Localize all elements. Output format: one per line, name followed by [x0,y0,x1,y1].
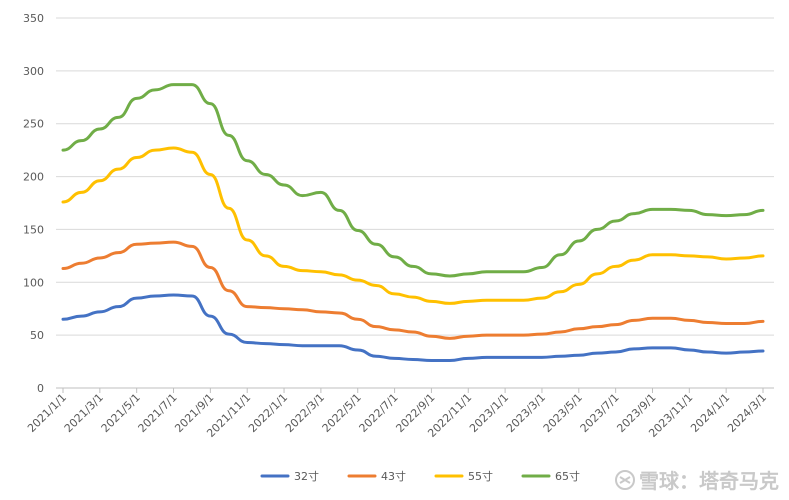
watermark-text: 雪球：塔奇马克 [639,469,779,493]
snowball-logo-icon [615,469,635,490]
x-tick-label: 2024/3/1 [725,391,769,435]
y-axis-ticks: 0 50 100 150 200 250 300 350 [23,12,44,395]
x-tick-label: 2021/5/1 [99,391,143,435]
y-tick-label: 0 [37,382,44,395]
y-tick-label: 200 [23,171,44,184]
legend-label: 55寸 [468,469,493,483]
legend-label: 32寸 [294,469,319,483]
x-tick-label: 2021/3/1 [62,391,106,435]
legend-label: 65寸 [555,469,580,483]
x-axis-ticks: 2021/1/12021/3/12021/5/12021/7/12021/9/1… [25,388,769,440]
y-tick-label: 100 [23,276,44,289]
legend-label: 43寸 [381,469,406,483]
x-tick-label: 2024/1/1 [688,391,732,435]
y-tick-label: 300 [23,65,44,78]
grid-lines [56,17,774,336]
x-tick-label: 2021/1/1 [25,391,69,435]
series-line-1 [61,293,765,363]
y-tick-label: 150 [23,223,44,236]
series-line-3 [61,146,765,305]
series-line-2 [61,240,765,340]
y-tick-label: 50 [30,329,44,342]
series-lines [61,83,765,363]
x-tick-label: 2022/5/1 [320,391,364,435]
watermark: 雪球：塔奇马克 [615,465,779,494]
x-tick-label: 2021/7/1 [136,391,180,435]
x-tick-label: 2022/3/1 [283,391,327,435]
legend: 32寸 43寸 55寸 65寸 [260,469,580,483]
x-tick-label: 2022/1/1 [246,391,290,435]
y-tick-label: 350 [23,12,44,25]
y-tick-label: 250 [23,118,44,131]
x-tick-label: 2023/5/1 [541,391,585,435]
x-tick-label: 2023/1/1 [467,391,511,435]
series-line-4 [61,83,765,278]
x-tick-label: 2023/7/1 [578,391,622,435]
x-tick-label: 2023/3/1 [504,391,548,435]
x-tick-label: 2022/7/1 [357,391,401,435]
